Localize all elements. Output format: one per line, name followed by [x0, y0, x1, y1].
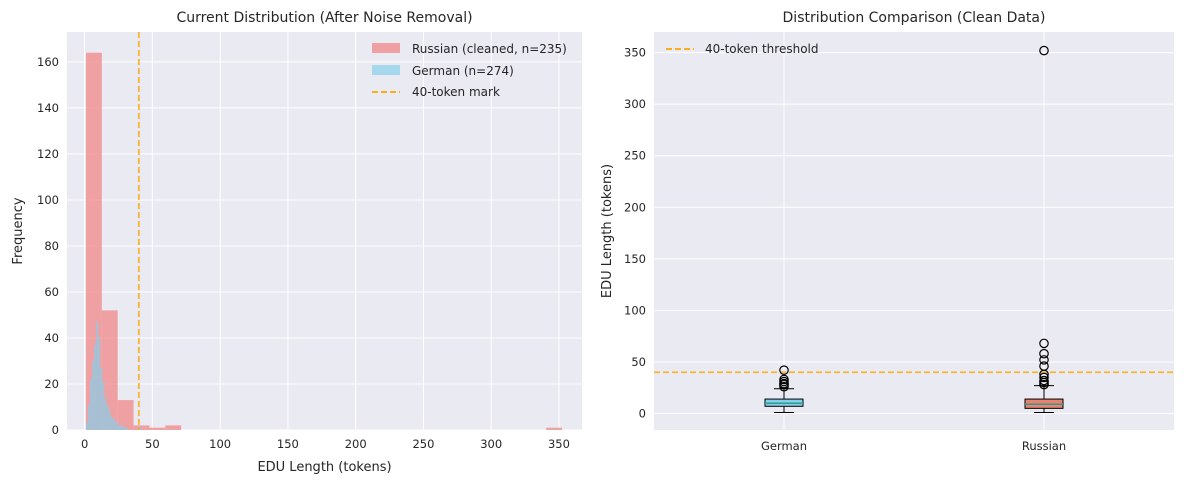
y-tick-label: 50 [631, 355, 646, 369]
histogram-ticks: 0 50 100 150 200 250 300 350 0 20 40 60 80 100 120 140 1… [37, 55, 570, 451]
y-tick-label: 120 [37, 147, 59, 161]
y-tick-label: 300 [624, 97, 646, 111]
histogram-bars [85, 52, 563, 431]
y-tick-label: 0 [52, 423, 59, 437]
y-tick-label: 20 [44, 377, 59, 391]
y-tick-label: 60 [44, 285, 59, 299]
outlier-point [779, 365, 789, 375]
histogram-legend: Russian (cleaned, n=235) German (n=274) … [372, 42, 567, 99]
boxplot-title: Distribution Comparison (Clean Data) [783, 10, 1046, 26]
x-tick-label: 350 [548, 437, 570, 451]
german-bar [102, 381, 105, 430]
german-bar [88, 404, 91, 430]
category-label-german: German [761, 439, 807, 453]
histogram-plot-area [67, 32, 582, 430]
outlier-point [1039, 348, 1049, 359]
german-bar [106, 404, 109, 430]
german-bar [92, 360, 95, 430]
y-tick-label: 100 [37, 193, 59, 207]
histogram-y-axis-label: Frequency [11, 197, 26, 264]
outlier-point [1039, 375, 1049, 386]
german-bar [114, 420, 117, 430]
boxplot-legend: 40-token threshold [666, 42, 818, 56]
legend-swatch-russian [372, 43, 400, 53]
histogram-grid [67, 32, 582, 431]
german-bar [96, 321, 99, 430]
histogram-x-axis-label: EDU Length (tokens) [257, 460, 391, 475]
x-tick-label: 50 [145, 437, 160, 451]
boxplot-ticks: 0 50 100 150 200 250 300 350 German Russian [624, 46, 1066, 453]
boxplot-y-axis-label: EDU Length (tokens) [600, 164, 615, 298]
german-bar [100, 367, 103, 430]
outlier-point [1039, 372, 1049, 383]
russian-bar [149, 427, 166, 430]
legend-label-40-token-mark: 40-token mark [412, 85, 500, 99]
boxplot-grid [654, 32, 1174, 430]
outlier-point [1039, 361, 1049, 371]
x-tick-label: 200 [345, 437, 367, 451]
russian-bar [117, 400, 134, 430]
russian-bar [165, 425, 182, 430]
y-tick-label: 350 [624, 46, 646, 60]
x-tick-label: 250 [412, 437, 434, 451]
german-bar [118, 425, 121, 430]
outlier-point [1039, 355, 1049, 365]
outlier-point [1039, 45, 1049, 56]
outlier-point [1039, 338, 1049, 349]
y-tick-label: 0 [639, 407, 646, 421]
x-tick-label: 150 [277, 437, 299, 451]
y-tick-label: 250 [624, 149, 646, 163]
legend-label-40-token-threshold: 40-token threshold [705, 42, 818, 56]
german-bar [90, 379, 93, 430]
box-german [764, 365, 804, 413]
legend-swatch-german [372, 65, 400, 75]
histogram-title: Current Distribution (After Noise Remova… [176, 10, 472, 26]
histogram-panel: 0 50 100 150 200 250 300 350 0 20 40 60 80 100 120 140 1… [11, 10, 582, 475]
german-bar [104, 397, 107, 430]
german-bar [138, 427, 142, 430]
legend-label-russian: Russian (cleaned, n=235) [412, 42, 567, 56]
x-tick-label: 300 [480, 437, 502, 451]
y-tick-label: 160 [37, 55, 59, 69]
german-bar [110, 416, 113, 430]
box-russian [1024, 45, 1064, 413]
boxplot-boxes [764, 45, 1064, 413]
boxplot-plot-area [654, 32, 1174, 430]
y-tick-label: 100 [624, 303, 646, 317]
russian-series [85, 52, 563, 431]
russian-bar [546, 427, 563, 430]
german-series [85, 321, 142, 430]
german-bar [94, 344, 97, 430]
y-tick-label: 150 [624, 252, 646, 266]
german-bar [98, 337, 101, 430]
boxplot-panel: 0 50 100 150 200 250 300 350 German Russian Distr… [600, 10, 1174, 453]
x-tick-label: 100 [209, 437, 231, 451]
german-bar [108, 409, 111, 430]
category-label-russian: Russian [1022, 439, 1066, 453]
german-bar [116, 423, 119, 430]
y-tick-label: 200 [624, 200, 646, 214]
german-bar [112, 418, 115, 430]
legend-label-german: German (n=274) [412, 64, 514, 78]
x-tick-label: 0 [81, 437, 88, 451]
german-bar [122, 427, 126, 430]
outlier-point [779, 374, 789, 385]
y-tick-label: 80 [44, 239, 59, 253]
y-tick-label: 40 [44, 331, 59, 345]
russian-bar [133, 425, 150, 430]
german-bar [120, 425, 123, 430]
y-tick-label: 140 [37, 101, 59, 115]
german-bar [85, 423, 89, 430]
german-bar [125, 427, 128, 430]
